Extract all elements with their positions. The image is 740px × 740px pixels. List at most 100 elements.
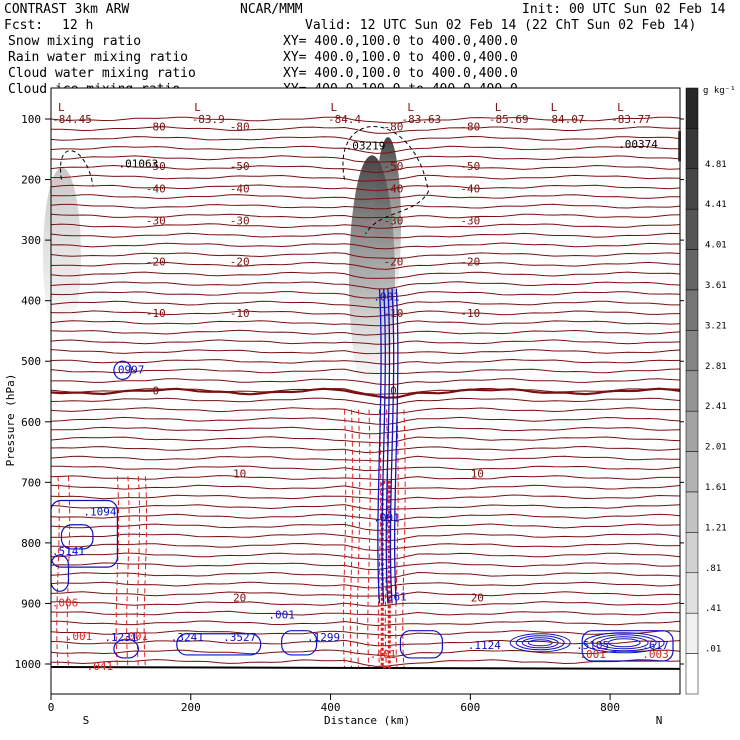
temperature-label: -30 — [460, 215, 480, 228]
colorbar-swatch — [685, 87, 699, 129]
temperature-line — [50, 213, 681, 219]
temperature-line — [50, 475, 680, 481]
max-value: .3527 — [223, 631, 256, 644]
x-tick-label: 0 — [48, 701, 55, 714]
valid-time: Valid: 12 UTC Sun 02 Feb 14 (22 ChT Sun … — [305, 18, 696, 33]
temperature-line — [50, 445, 681, 454]
colorbar-label: 4.01 — [705, 241, 727, 251]
colorbar-swatch — [685, 249, 699, 291]
surface-line — [50, 666, 681, 670]
colorbar-swatch — [685, 612, 699, 654]
max-value: .1231 — [104, 631, 137, 644]
max-value: .01063 — [118, 157, 158, 170]
cloud-water-contour — [393, 288, 399, 604]
field-name: Snow mixing ratio — [8, 34, 141, 49]
temperature-label: -40 — [460, 183, 480, 196]
colorbar-swatch — [685, 451, 699, 493]
colorbar-swatch — [685, 410, 699, 452]
cloud-water-contour — [389, 288, 395, 604]
temperature-label: 0 — [390, 384, 397, 397]
max-value: .001 — [579, 648, 606, 661]
field-name: Rain water mixing ratio — [8, 50, 188, 65]
max-value: .001 — [66, 630, 93, 643]
temperature-line — [50, 571, 681, 579]
temperature-label: -20 — [460, 255, 480, 268]
plot-frame — [50, 87, 681, 695]
freezing-level-line — [50, 387, 681, 399]
max-value: .401 — [370, 648, 397, 661]
x-axis-label: Distance (km) — [324, 714, 410, 727]
colorbar-swatch — [685, 289, 699, 331]
max-value: .1299 — [307, 631, 340, 644]
temperature-label: 10 — [471, 467, 484, 480]
temperature-line — [50, 523, 681, 531]
temperature-line — [50, 358, 681, 365]
colorbar-label: 3.61 — [705, 281, 727, 291]
x-tick-label: 800 — [600, 701, 620, 714]
rain-contour — [342, 409, 347, 668]
model-title: CONTRAST 3km ARW — [4, 2, 129, 17]
temperature-line — [50, 271, 681, 279]
temperature-label: -50 — [384, 160, 404, 173]
temperature-label: -30 — [384, 215, 404, 228]
cloud-ice-contours — [59, 126, 429, 235]
y-axis-label: Pressure (hPa) — [4, 374, 17, 467]
temperature-line — [50, 649, 681, 657]
x-tick-label: 200 — [181, 701, 201, 714]
cloud-water-contour — [60, 524, 94, 550]
temperature-line — [50, 232, 681, 239]
colorbar-swatch — [685, 208, 699, 250]
temperature-line — [50, 610, 681, 616]
y-tick-label: 100 — [21, 113, 41, 126]
temperature-line — [50, 581, 681, 589]
cloud-water-contours — [50, 288, 674, 662]
temperature-label: -20 — [230, 255, 250, 268]
temperature-label: -50 — [146, 160, 166, 173]
colorbar-label: 4.41 — [705, 200, 727, 210]
colorbar-label: 3.21 — [705, 321, 727, 331]
max-value: .001 — [373, 512, 400, 525]
temperature-label: -40 — [146, 183, 166, 196]
temperature-line — [50, 126, 681, 134]
y-tick-label: 1000 — [15, 658, 42, 671]
cloud-water-contour — [607, 638, 641, 648]
cloud-water-contour — [527, 639, 553, 647]
temperature-line — [50, 135, 681, 144]
temperature-line — [50, 242, 681, 250]
y-tick-label: 800 — [21, 537, 41, 550]
max-value: .261 — [380, 590, 407, 603]
max-value: .001 — [122, 630, 149, 643]
field-name: Cloud water mixing ratio — [8, 66, 196, 81]
south-label: S — [83, 714, 90, 727]
cloud-water-contour — [281, 630, 318, 656]
colorbar-label: 1.61 — [705, 483, 727, 493]
temperature-line — [50, 542, 681, 552]
institution-title: NCAR/MMM — [240, 2, 303, 17]
temperature-line — [50, 504, 681, 511]
contour-labels: -80 -80 -80 -80 -50 -50 -50 -50 -40 -40 -40 -40 -30 -… — [52, 101, 669, 673]
min-marker: L — [617, 101, 624, 114]
temperature-line — [50, 261, 681, 270]
colorbar-label: .81 — [705, 564, 721, 574]
cloud-water-contour — [581, 630, 674, 662]
min-value: -84.4 — [328, 113, 361, 126]
temperature-label: -80 — [384, 120, 404, 133]
cloud-water-contour — [591, 634, 657, 652]
field-xy: XY= 400.0,100.0 to 400.0,400.0 — [283, 66, 518, 81]
max-value: .5105 — [576, 639, 609, 652]
rain-contour — [56, 476, 60, 668]
temperature-line — [50, 513, 681, 522]
temperature-line — [50, 552, 681, 561]
temperature-label: -10 — [146, 307, 166, 320]
max-value: .00374 — [618, 138, 658, 151]
temperature-line — [51, 378, 681, 386]
cloud-water-contour — [385, 288, 391, 604]
temperature-line — [50, 562, 681, 571]
min-value: -83.9 — [192, 113, 225, 126]
max-value: .3241 — [171, 631, 204, 644]
cloud-water-contour — [113, 360, 132, 380]
temperature-label: -50 — [460, 160, 480, 173]
cloud-water-contour — [515, 635, 565, 651]
rain-contour — [402, 409, 406, 668]
